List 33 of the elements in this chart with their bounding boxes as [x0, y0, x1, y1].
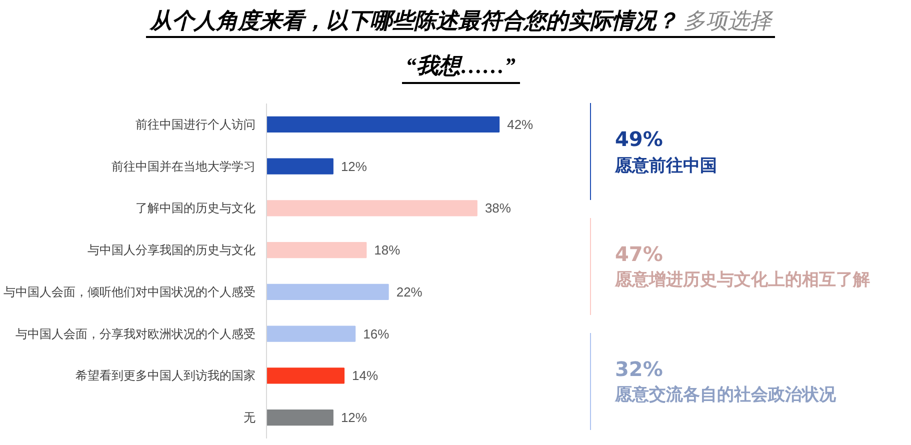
chart-subtitle: “我想……”: [402, 50, 520, 84]
text: 32%: [615, 356, 664, 383]
data-label: 12%: [340, 410, 368, 426]
data-label: 16%: [363, 326, 390, 342]
bar: [266, 326, 356, 342]
y-tick-label: 希望看到更多中国人到访我的国家: [76, 368, 256, 383]
bar: [266, 116, 500, 132]
data-label: 14%: [352, 368, 378, 384]
y-tick-label: 与中国人会面，分享我对欧洲状况的个人感受: [16, 326, 256, 341]
text: 多项选择: [683, 8, 772, 33]
data-label: 38%: [484, 200, 512, 216]
y-tick-label: 无: [244, 410, 256, 425]
data-label: 18%: [374, 242, 401, 258]
y-tick-label: 与中国人分享我国的历史与文化: [88, 243, 256, 258]
y-tick-label: 与中国人会面，倾听他们对中国状况的个人感受: [4, 284, 256, 299]
bar: [266, 158, 334, 174]
text: 愿意增进历史与文化上的相互了解: [615, 269, 870, 292]
chart-title: 从个人角度来看，以下哪些陈述最符合您的实际情况？: [150, 8, 678, 33]
text: 47%: [615, 240, 664, 268]
data-label: 12%: [340, 158, 368, 174]
text: 49%: [615, 126, 664, 153]
text: 愿意前往中国: [615, 154, 718, 177]
bar: [266, 200, 478, 216]
bar: [266, 368, 345, 384]
data-label: 22%: [396, 284, 423, 300]
text: 愿意交流各自的社会政治状况: [615, 384, 837, 406]
y-tick-label: 前往中国进行个人访问: [136, 117, 256, 132]
bar: [266, 242, 367, 258]
y-tick-label: 前往中国并在当地大学学习: [112, 159, 256, 174]
y-tick-label: 了解中国的历史与文化: [136, 201, 256, 216]
bar: [266, 410, 334, 426]
data-label: 42%: [507, 116, 534, 132]
bar: [266, 284, 389, 300]
